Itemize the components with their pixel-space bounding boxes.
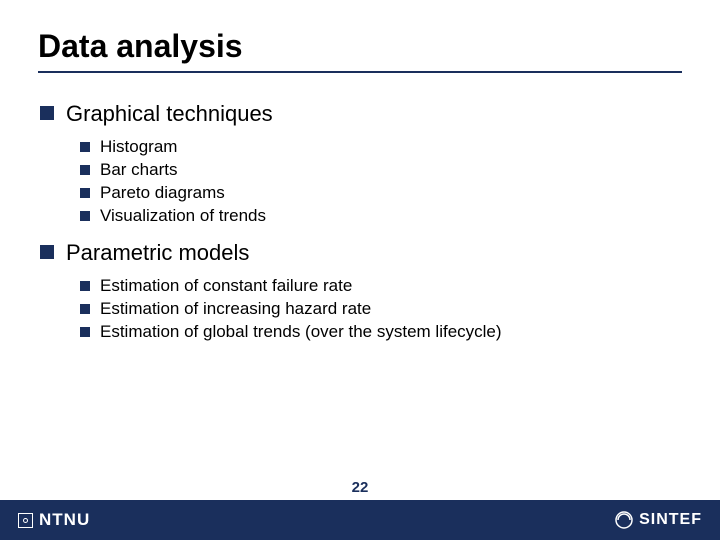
level2-text: Pareto diagrams xyxy=(100,183,225,203)
footer-left-logo: NTNU xyxy=(18,510,90,530)
slide-title: Data analysis xyxy=(38,28,682,65)
level2-list: Estimation of constant failure rate Esti… xyxy=(40,276,682,342)
bullet-level2: Pareto diagrams xyxy=(80,183,682,203)
bullet-level2: Histogram xyxy=(80,137,682,157)
bullet-level2: Estimation of constant failure rate xyxy=(80,276,682,296)
level2-text: Estimation of global trends (over the sy… xyxy=(100,322,502,342)
level1-text: Parametric models xyxy=(66,240,249,266)
square-bullet-icon xyxy=(80,165,90,175)
sintef-logo-text: SINTEF xyxy=(639,511,702,529)
level2-text: Estimation of increasing hazard rate xyxy=(100,299,371,319)
square-bullet-icon xyxy=(40,245,54,259)
square-bullet-icon xyxy=(80,142,90,152)
bullet-level2: Estimation of increasing hazard rate xyxy=(80,299,682,319)
level2-text: Histogram xyxy=(100,137,177,157)
slide-content: Graphical techniques Histogram Bar chart… xyxy=(38,101,682,342)
square-bullet-icon xyxy=(80,304,90,314)
sintef-logo-icon xyxy=(615,511,633,529)
footer-right-logo: SINTEF xyxy=(615,511,702,529)
ntnu-logo-icon xyxy=(18,513,33,528)
slide: Data analysis Graphical techniques Histo… xyxy=(0,0,720,540)
square-bullet-icon xyxy=(80,188,90,198)
ntnu-logo-text: NTNU xyxy=(39,510,90,530)
bullet-level2: Visualization of trends xyxy=(80,206,682,226)
bullet-level2: Estimation of global trends (over the sy… xyxy=(80,322,682,342)
bullet-level1: Graphical techniques xyxy=(40,101,682,127)
level2-text: Bar charts xyxy=(100,160,177,180)
level2-text: Visualization of trends xyxy=(100,206,266,226)
square-bullet-icon xyxy=(80,327,90,337)
level2-list: Histogram Bar charts Pareto diagrams Vis… xyxy=(40,137,682,226)
level1-text: Graphical techniques xyxy=(66,101,273,127)
bullet-level2: Bar charts xyxy=(80,160,682,180)
level2-text: Estimation of constant failure rate xyxy=(100,276,352,296)
bullet-level1: Parametric models xyxy=(40,240,682,266)
page-number: 22 xyxy=(0,479,720,496)
footer-bar: NTNU SINTEF xyxy=(0,500,720,540)
square-bullet-icon xyxy=(80,211,90,221)
square-bullet-icon xyxy=(80,281,90,291)
title-underline xyxy=(38,71,682,73)
square-bullet-icon xyxy=(40,106,54,120)
